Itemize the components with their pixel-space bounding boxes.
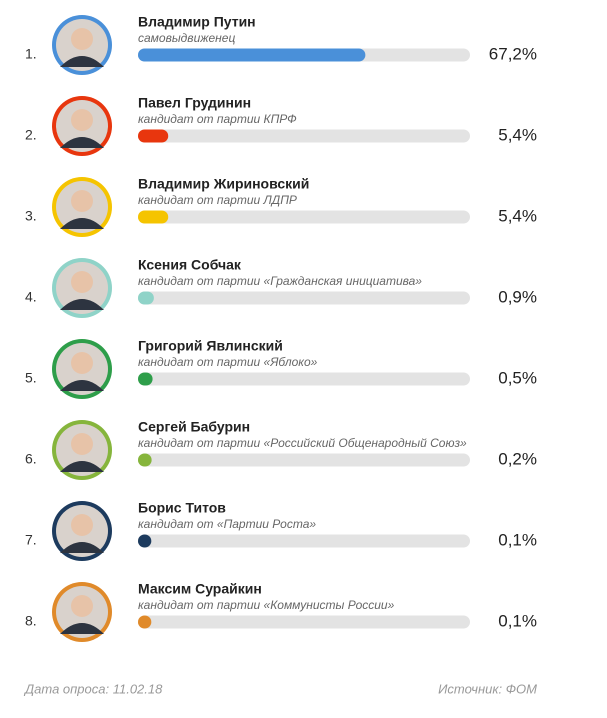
value-label: 5,4% <box>498 206 537 225</box>
candidate-name: Григорий Явлинский <box>138 338 283 354</box>
candidate-name: Владимир Путин <box>138 14 256 30</box>
rank: 3. <box>25 208 37 224</box>
rank: 4. <box>25 289 37 305</box>
avatar-head <box>71 190 93 212</box>
candidate-party: кандидат от партии «Российский Общенарод… <box>138 436 467 450</box>
avatar-body <box>60 218 104 229</box>
avatar-head <box>71 433 93 455</box>
candidate-name: Ксения Собчак <box>138 257 242 273</box>
avatar-body <box>60 461 104 472</box>
candidate-name: Борис Титов <box>138 500 226 516</box>
candidate-party: кандидат от партии «Яблоко» <box>138 355 318 369</box>
rank: 7. <box>25 532 37 548</box>
avatar-body <box>60 299 104 310</box>
avatar-head <box>71 514 93 536</box>
rank: 1. <box>25 46 37 62</box>
avatar-head <box>71 28 93 50</box>
rank: 6. <box>25 451 37 467</box>
survey-date: Дата опроса: 11.02.18 <box>23 681 163 696</box>
avatar-body <box>60 137 104 148</box>
avatar-body <box>60 542 104 553</box>
rank: 5. <box>25 370 37 386</box>
avatar-body <box>60 56 104 67</box>
rank: 2. <box>25 127 37 143</box>
avatar-head <box>71 109 93 131</box>
avatar-body <box>60 623 104 634</box>
value-label: 0,1% <box>498 611 537 630</box>
candidate-name: Максим Сурайкин <box>138 581 262 597</box>
candidate-party: кандидат от партии КПРФ <box>138 112 297 126</box>
value-label: 5,4% <box>498 125 537 144</box>
value-label: 0,5% <box>498 368 537 387</box>
value-label: 0,1% <box>498 530 537 549</box>
avatar-body <box>60 380 104 391</box>
candidate-name: Сергей Бабурин <box>138 419 250 435</box>
candidate-party: кандидат от партии «Коммунисты России» <box>138 598 395 612</box>
source: Источник: ФОМ <box>438 681 537 696</box>
candidate-party: кандидат от партии «Гражданская инициати… <box>138 274 422 288</box>
value-label: 0,9% <box>498 287 537 306</box>
value-label: 0,2% <box>498 449 537 468</box>
value-label: 67,2% <box>489 44 537 63</box>
avatar-head <box>71 271 93 293</box>
avatar-head <box>71 595 93 617</box>
avatar-head <box>71 352 93 374</box>
rank: 8. <box>25 613 37 629</box>
candidate-name: Владимир Жириновский <box>138 176 309 192</box>
candidate-party: кандидат от «Партии Роста» <box>138 517 316 531</box>
candidate-name: Павел Грудинин <box>138 95 251 111</box>
candidate-party: самовыдвиженец <box>138 31 235 45</box>
candidate-party: кандидат от партии ЛДПР <box>138 193 297 207</box>
